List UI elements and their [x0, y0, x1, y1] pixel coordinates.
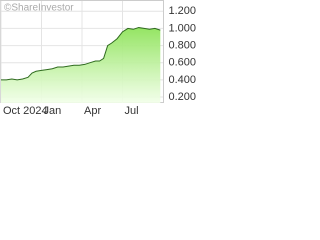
y-tick-label: 1.000	[168, 22, 196, 34]
y-tick-label: 0.600	[168, 57, 196, 69]
y-tick-label: 0.200	[168, 91, 196, 103]
price-line	[1, 27, 161, 81]
chart: ©ShareInvestor 0.200 0.400 0.600 0.800 1.000…	[0, 0, 196, 117]
y-tick-label: 0.400	[168, 74, 196, 86]
x-tick-label: Jan	[44, 105, 62, 117]
y-tick-label: 1.200	[168, 5, 196, 17]
y-tick-label: 0.800	[168, 39, 196, 51]
x-tick-label: Jul	[125, 105, 139, 117]
watermark: ©ShareInvestor	[4, 3, 74, 14]
x-tick-label: Oct 2024	[3, 105, 48, 117]
x-tick-label: Apr	[84, 105, 101, 117]
